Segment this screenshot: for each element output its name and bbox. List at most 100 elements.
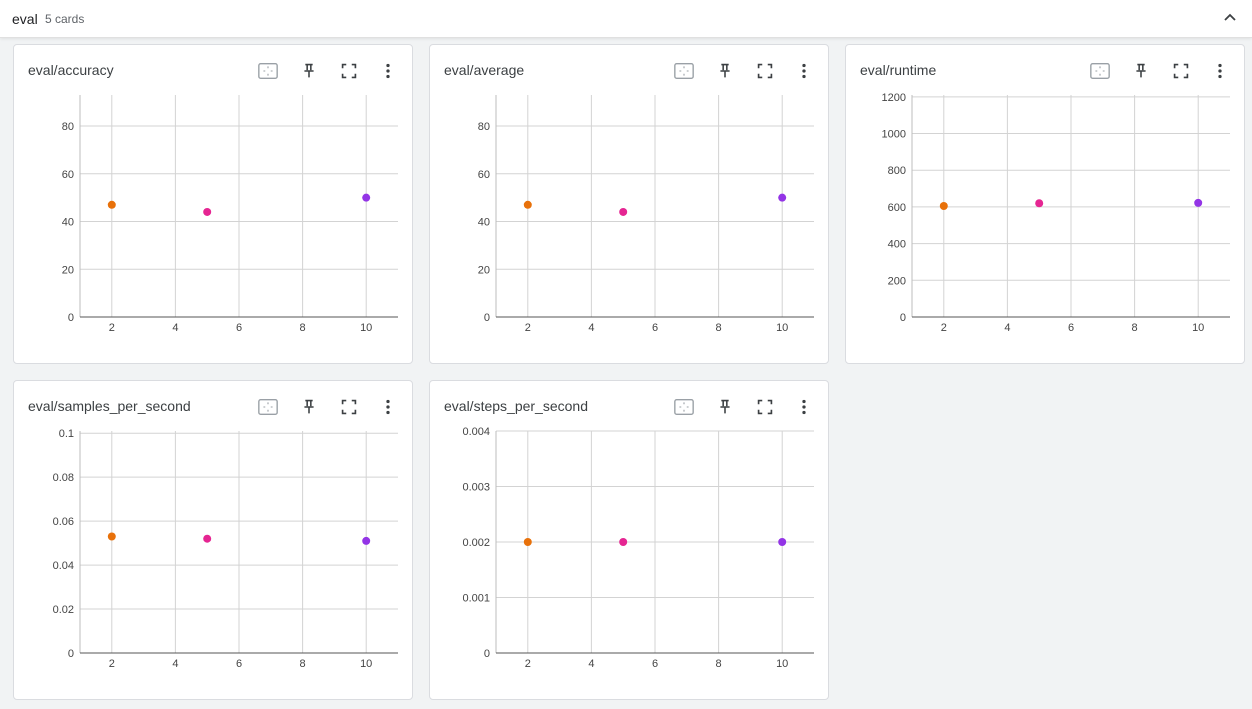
more-vert-button[interactable]: [374, 393, 402, 421]
x-tick-label: 2: [941, 322, 947, 334]
pin-icon: [720, 63, 730, 78]
pin-button[interactable]: [295, 57, 323, 85]
y-tick-label: 0.02: [53, 604, 74, 616]
y-tick-label: 0.001: [462, 593, 490, 605]
fullscreen-button[interactable]: [1167, 57, 1195, 85]
data-point[interactable]: [778, 538, 787, 546]
y-tick-label: 200: [888, 275, 906, 287]
x-tick-label: 4: [588, 322, 594, 334]
chart-plot: 2 4 6 8 10 0 20 40 60 80: [478, 95, 814, 334]
pin-button[interactable]: [711, 57, 739, 85]
fit-domain-button[interactable]: [254, 57, 282, 85]
fit-domain-button[interactable]: [670, 57, 698, 85]
data-point[interactable]: [107, 532, 116, 541]
chart-plot: 2 4 6 8 10 0 20 40 60 80: [62, 95, 398, 334]
data-point[interactable]: [778, 193, 787, 202]
y-tick-label: 20: [62, 264, 74, 276]
x-tick-label: 8: [300, 658, 306, 670]
fullscreen-icon: [757, 399, 773, 415]
x-tick-label: 2: [525, 658, 531, 670]
more-vert-icon: [802, 399, 806, 415]
x-tick-label: 8: [716, 658, 722, 670]
chart-plot: 2 4 6 8 10 0 0.001 0.002 0.003 0.004: [462, 426, 814, 670]
x-tick-label: 4: [172, 322, 178, 334]
y-tick-label: 600: [888, 202, 906, 214]
x-tick-label: 10: [776, 322, 788, 334]
x-tick-label: 6: [1068, 322, 1074, 334]
more-vert-button[interactable]: [790, 393, 818, 421]
data-point[interactable]: [523, 200, 532, 209]
fullscreen-button[interactable]: [751, 57, 779, 85]
scalar-card: eval/accuracy 2 4 6 8 10 0 20 40 60 80: [13, 44, 413, 364]
x-tick-label: 2: [525, 322, 531, 334]
y-tick-label: 60: [62, 169, 74, 181]
card-title: eval/runtime: [860, 62, 937, 78]
fit-domain-button[interactable]: [1086, 57, 1114, 85]
x-tick-label: 8: [300, 322, 306, 334]
pin-button[interactable]: [1127, 57, 1155, 85]
y-tick-label: 0: [68, 312, 74, 324]
y-tick-label: 0.08: [53, 472, 74, 484]
data-point[interactable]: [523, 538, 532, 546]
data-point[interactable]: [939, 202, 948, 210]
card-title: eval/accuracy: [28, 62, 114, 78]
y-tick-label: 40: [478, 217, 490, 229]
fullscreen-button[interactable]: [335, 57, 363, 85]
collapse-group-button[interactable]: [1218, 6, 1242, 30]
y-tick-label: 400: [888, 239, 906, 251]
x-tick-label: 8: [716, 322, 722, 334]
fit-domain-icon: [258, 398, 278, 416]
y-tick-label: 0: [484, 312, 490, 324]
fit-domain-icon: [674, 62, 694, 80]
pin-icon: [720, 399, 730, 414]
data-point[interactable]: [1035, 199, 1044, 208]
data-point[interactable]: [203, 534, 212, 543]
card-title: eval/steps_per_second: [444, 398, 588, 414]
more-vert-button[interactable]: [1206, 57, 1234, 85]
x-tick-label: 4: [1004, 322, 1010, 334]
data-point[interactable]: [362, 193, 371, 202]
group-header: eval 5 cards: [0, 0, 1252, 38]
pin-icon: [1136, 63, 1146, 78]
x-tick-label: 10: [360, 658, 372, 670]
pin-icon: [304, 63, 314, 78]
pin-button[interactable]: [295, 393, 323, 421]
fit-domain-button[interactable]: [254, 393, 282, 421]
x-tick-label: 2: [109, 658, 115, 670]
y-tick-label: 20: [478, 264, 490, 276]
data-point[interactable]: [362, 536, 371, 545]
y-tick-label: 0.04: [53, 560, 74, 572]
x-tick-label: 6: [236, 658, 242, 670]
x-tick-label: 2: [109, 322, 115, 334]
data-point[interactable]: [107, 200, 116, 209]
data-point[interactable]: [619, 207, 628, 216]
card-title: eval/average: [444, 62, 525, 78]
more-vert-icon: [386, 399, 390, 415]
y-tick-label: 800: [888, 165, 906, 177]
more-vert-button[interactable]: [374, 57, 402, 85]
more-vert-icon: [386, 63, 390, 79]
more-vert-button[interactable]: [790, 57, 818, 85]
y-tick-label: 0: [484, 648, 490, 660]
y-tick-label: 40: [62, 217, 74, 229]
x-tick-label: 6: [652, 658, 658, 670]
x-tick-label: 4: [588, 658, 594, 670]
y-tick-label: 0.004: [462, 426, 490, 438]
data-point[interactable]: [619, 538, 628, 546]
fullscreen-button[interactable]: [335, 393, 363, 421]
y-tick-label: 0.003: [462, 482, 490, 494]
scalar-card: eval/samples_per_second 2 4 6 8 10 0 0.02 0.04 0.…: [13, 380, 413, 700]
x-tick-label: 10: [1192, 322, 1204, 334]
data-point[interactable]: [1194, 198, 1203, 207]
fullscreen-icon: [341, 399, 357, 415]
fullscreen-button[interactable]: [751, 393, 779, 421]
more-vert-icon: [802, 63, 806, 79]
fit-domain-icon: [258, 62, 278, 80]
y-tick-label: 80: [478, 121, 490, 133]
card-count: 5 cards: [45, 12, 85, 26]
fit-domain-button[interactable]: [670, 393, 698, 421]
x-tick-label: 8: [1132, 322, 1138, 334]
group-name: eval: [12, 11, 38, 27]
data-point[interactable]: [203, 207, 212, 216]
pin-button[interactable]: [711, 393, 739, 421]
